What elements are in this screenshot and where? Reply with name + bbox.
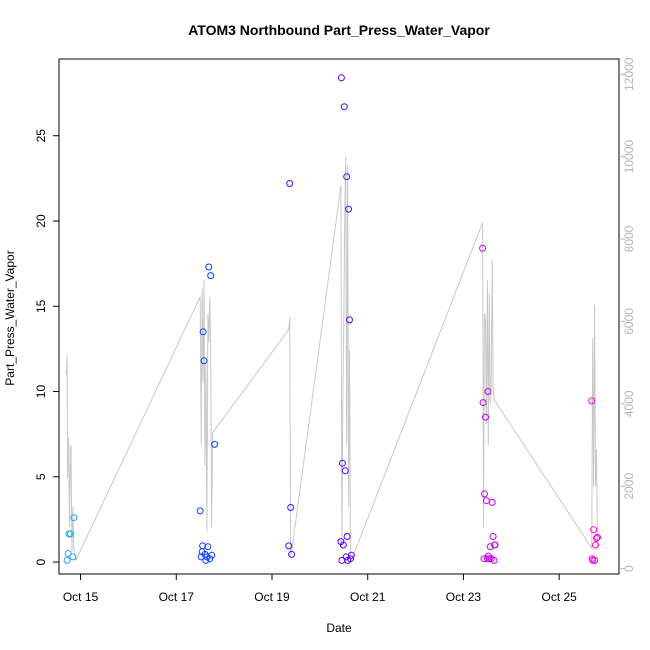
- x-tick-label: Oct 25: [541, 590, 577, 604]
- data-point: [479, 399, 487, 407]
- chart-title: ATOM3 Northbound Part_Press_Water_Vapor: [188, 22, 490, 38]
- data-point: [287, 504, 295, 511]
- data-point: [343, 173, 351, 181]
- data-point: [490, 556, 498, 564]
- y-tick-label: 0: [34, 558, 48, 565]
- y2-tick-label: 4000: [622, 390, 636, 417]
- data-point: [200, 357, 208, 365]
- data-point: [67, 530, 74, 538]
- data-point: [286, 180, 294, 187]
- data-point: [594, 533, 601, 541]
- y-tick-label: 25: [34, 129, 48, 143]
- data-point: [338, 459, 346, 467]
- x-axis-label: Date: [326, 621, 352, 635]
- y2-tick-label: 2000: [622, 473, 636, 500]
- data-point: [479, 244, 487, 252]
- data-point: [337, 74, 345, 82]
- data-point: [592, 541, 599, 549]
- y2-tick-label: 6000: [622, 308, 636, 335]
- data-point: [199, 328, 207, 336]
- y2-tick-label: 10000: [622, 140, 636, 174]
- data-point: [339, 541, 347, 549]
- y-tick-label: 20: [34, 214, 48, 228]
- data-point: [206, 555, 214, 563]
- data-point: [491, 541, 499, 549]
- data-point: [488, 498, 496, 506]
- data-point: [341, 467, 349, 475]
- y2-series-line: [65, 156, 598, 563]
- data-point: [205, 263, 213, 271]
- x-tick-label: Oct 21: [350, 590, 386, 604]
- data-point: [343, 533, 351, 540]
- x-tick-label: Oct 17: [159, 590, 195, 604]
- data-point: [207, 272, 215, 280]
- data-point: [481, 490, 488, 498]
- x-tick-label: Oct 15: [63, 590, 99, 604]
- data-point: [64, 550, 72, 557]
- data-point: [196, 507, 204, 515]
- y-tick-label: 10: [34, 385, 48, 399]
- data-point: [340, 103, 348, 111]
- y2-tick-label: 8000: [622, 225, 636, 252]
- plot-frame: [58, 58, 620, 575]
- data-point: [208, 551, 216, 559]
- y-tick-label: 5: [34, 473, 48, 480]
- data-point: [489, 533, 497, 540]
- data-point: [590, 526, 598, 534]
- data-point: [70, 514, 78, 522]
- data-point: [486, 543, 494, 551]
- data-point: [288, 550, 296, 558]
- y-tick-label: 15: [34, 299, 48, 313]
- data-point: [211, 440, 219, 448]
- data-point: [593, 534, 600, 542]
- data-point: [204, 543, 212, 551]
- y-axis-label: Part_Press_Water_Vapor: [3, 250, 17, 385]
- data-point: [199, 542, 207, 550]
- data-point: [63, 556, 71, 564]
- data-point: [588, 397, 596, 405]
- data-point: [485, 555, 493, 563]
- data-point: [591, 556, 599, 564]
- y2-tick-label: 0: [622, 565, 636, 572]
- data-point: [285, 542, 293, 550]
- data-point: [202, 556, 210, 564]
- data-point: [346, 316, 353, 324]
- data-point: [589, 556, 597, 564]
- x-tick-label: Oct 23: [446, 590, 482, 604]
- data-point: [347, 551, 355, 559]
- data-point: [484, 388, 492, 395]
- data-point: [69, 553, 77, 561]
- x-tick-label: Oct 19: [254, 590, 290, 604]
- data-point: [347, 555, 354, 563]
- data-point: [482, 497, 490, 505]
- data-point: [482, 413, 489, 421]
- y2-tick-label: 12000: [622, 57, 636, 91]
- data-point: [345, 205, 353, 213]
